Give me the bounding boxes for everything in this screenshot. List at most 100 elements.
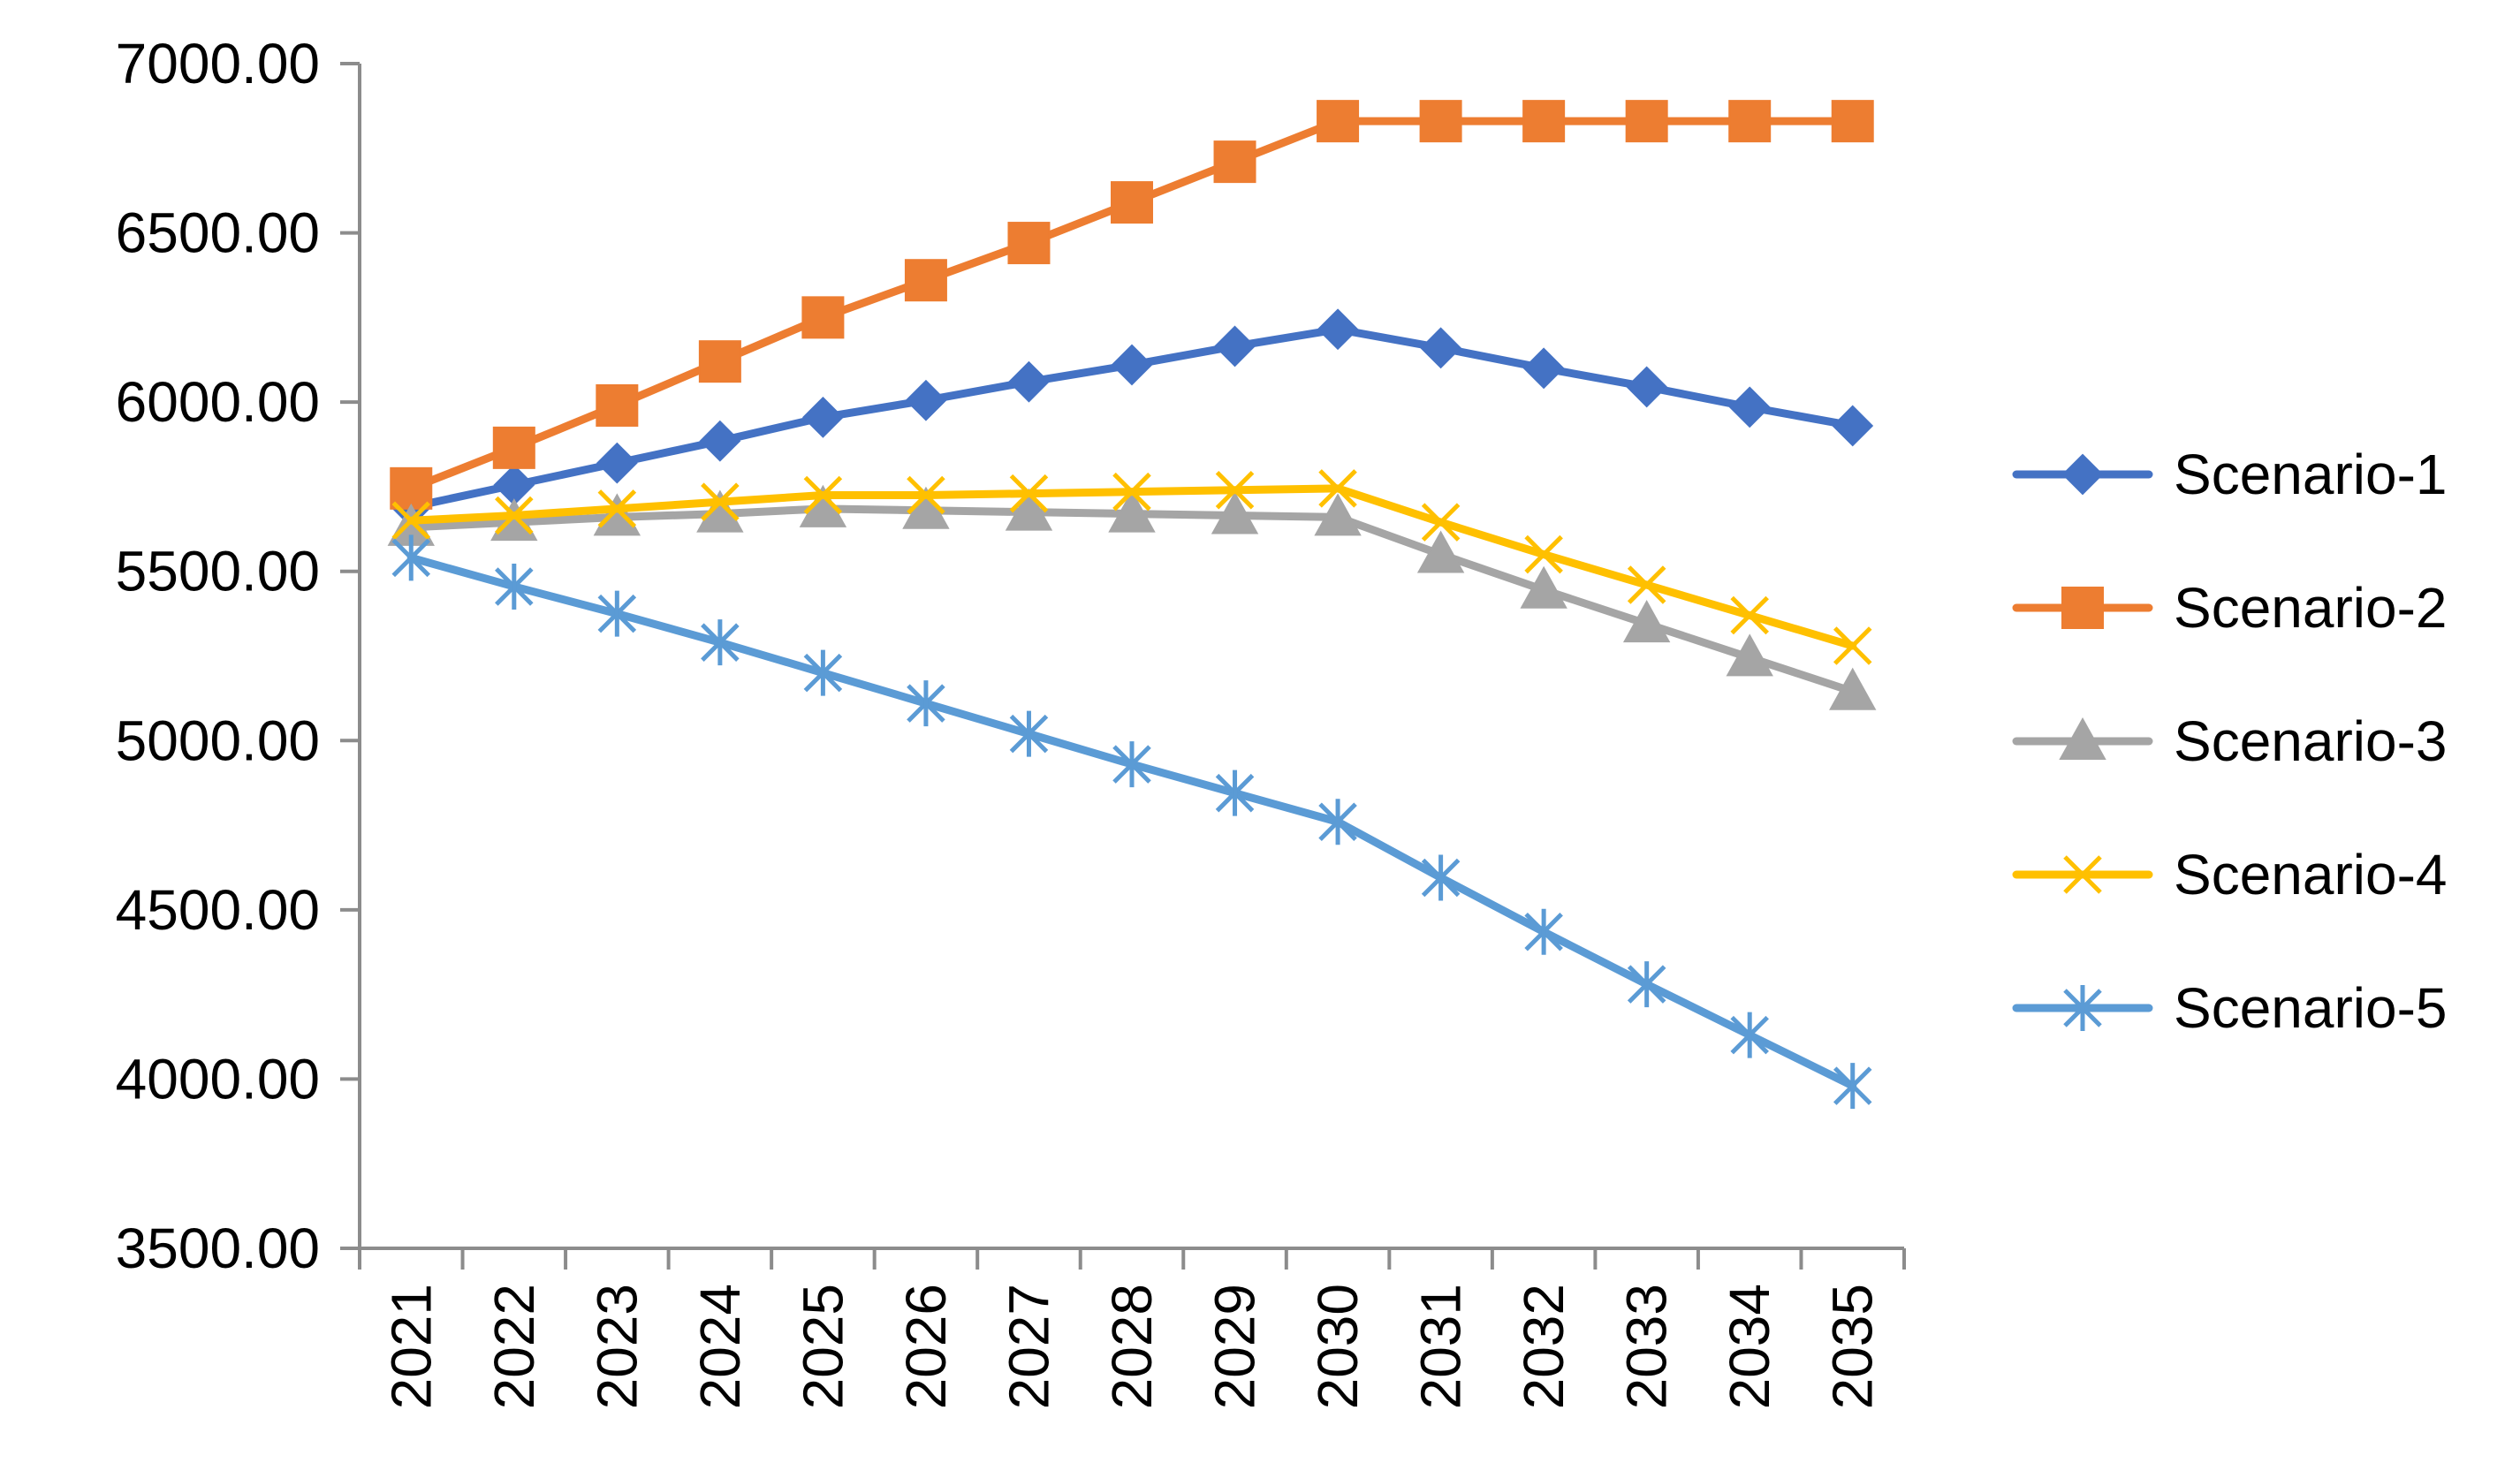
legend-label: Scenario-3 — [2174, 709, 2448, 773]
data-point — [1524, 908, 1563, 955]
data-point — [803, 475, 843, 515]
y-tick-label: 6000.00 — [116, 370, 320, 434]
axes — [340, 62, 1906, 1270]
legend-marker — [2063, 855, 2102, 894]
data-point — [490, 498, 538, 542]
data-point — [1833, 1063, 1872, 1110]
data-point — [1211, 491, 1259, 534]
legend-label: Scenario-4 — [2174, 843, 2448, 906]
y-tick-label: 7000.00 — [116, 32, 320, 95]
data-point — [1730, 595, 1769, 635]
data-point — [1622, 600, 1671, 643]
x-tick-label: 2022 — [482, 1284, 546, 1409]
data-point — [1730, 1012, 1769, 1058]
data-point — [1009, 474, 1049, 513]
legend-label: Scenario-5 — [2174, 976, 2448, 1040]
x-tick-label: 2023 — [585, 1284, 649, 1409]
data-point — [1520, 565, 1567, 609]
data-point — [905, 379, 947, 421]
data-point — [1314, 493, 1362, 536]
data-point — [1111, 344, 1153, 386]
data-point — [1522, 347, 1565, 390]
data-point — [1416, 530, 1465, 573]
data-point — [492, 426, 535, 469]
data-point — [698, 340, 741, 383]
x-tick-label: 2033 — [1615, 1284, 1679, 1409]
x-tick-label: 2026 — [894, 1284, 958, 1409]
data-point — [1008, 360, 1050, 403]
series-5 — [391, 534, 1872, 1110]
y-tick-label: 5500.00 — [116, 540, 320, 603]
data-point — [1108, 489, 1156, 533]
legend: Scenario-1 Scenario-2 Scenario-3 Scenario-4… — [2012, 443, 2448, 1040]
series-1 — [390, 308, 1874, 528]
data-point — [391, 501, 431, 541]
data-point — [1728, 386, 1771, 428]
legend-entry: Scenario-5 — [2012, 976, 2448, 1040]
series-4 — [391, 469, 1872, 665]
data-point — [1111, 181, 1153, 224]
x-tick-label: 2021 — [379, 1284, 443, 1409]
data-point — [593, 493, 641, 536]
y-tick-label: 3500.00 — [116, 1217, 320, 1280]
series-line — [406, 117, 1857, 493]
data-point — [1626, 366, 1668, 408]
data-point — [1522, 100, 1566, 143]
y-tick-label: 5000.00 — [116, 709, 320, 772]
data-point — [907, 680, 945, 727]
data-point — [904, 259, 947, 302]
series-line — [406, 504, 1857, 696]
data-point — [1009, 710, 1049, 757]
data-point — [1005, 488, 1053, 531]
data-point — [1726, 633, 1773, 677]
data-point — [1213, 140, 1256, 184]
legend-marker — [2063, 985, 2102, 1031]
data-point — [597, 590, 637, 637]
x-axis-tick-labels: 2021 2022 2023 2024 2025 2026 2027 2028 2029 2030… — [379, 1284, 1884, 1409]
data-point — [907, 475, 945, 515]
y-tick-label: 4000.00 — [116, 1047, 320, 1111]
data-point — [1112, 472, 1151, 512]
data-point — [1625, 100, 1668, 143]
x-tick-label: 2035 — [1821, 1284, 1885, 1409]
data-point — [1627, 565, 1666, 604]
data-point — [596, 442, 638, 484]
data-point — [597, 489, 637, 528]
legend-marker — [2061, 587, 2104, 629]
data-point — [701, 482, 740, 521]
legend-marker — [2059, 716, 2106, 760]
legend-marker — [2061, 453, 2104, 496]
data-point — [1831, 100, 1874, 143]
data-point — [390, 466, 433, 510]
data-point — [596, 383, 639, 427]
legend-entry: Scenario-1 — [2012, 443, 2448, 506]
data-point — [1317, 100, 1360, 143]
series-2 — [390, 100, 1874, 510]
data-point — [803, 649, 843, 696]
data-point — [801, 396, 844, 438]
data-point — [1214, 325, 1256, 368]
data-point — [495, 496, 534, 535]
data-point — [1421, 854, 1461, 901]
data-point — [699, 420, 741, 462]
legend-entry: Scenario-2 — [2012, 576, 2448, 640]
y-tick-label: 4500.00 — [116, 878, 320, 942]
x-tick-label: 2032 — [1512, 1284, 1575, 1409]
data-point — [1420, 327, 1462, 369]
data-point — [1317, 308, 1359, 351]
data-point — [495, 563, 534, 610]
data-point — [1728, 100, 1772, 143]
data-point — [1833, 626, 1872, 665]
data-point — [1419, 100, 1462, 143]
x-tick-label: 2034 — [1718, 1284, 1781, 1409]
x-tick-label: 2029 — [1203, 1284, 1267, 1409]
y-tick-label: 6500.00 — [116, 201, 320, 265]
data-point — [1829, 667, 1877, 710]
data-point — [1627, 961, 1666, 1008]
x-tick-label: 2031 — [1409, 1284, 1473, 1409]
data-point — [1318, 469, 1357, 508]
x-tick-label: 2028 — [1100, 1284, 1164, 1409]
x-tick-label: 2027 — [997, 1284, 1060, 1409]
